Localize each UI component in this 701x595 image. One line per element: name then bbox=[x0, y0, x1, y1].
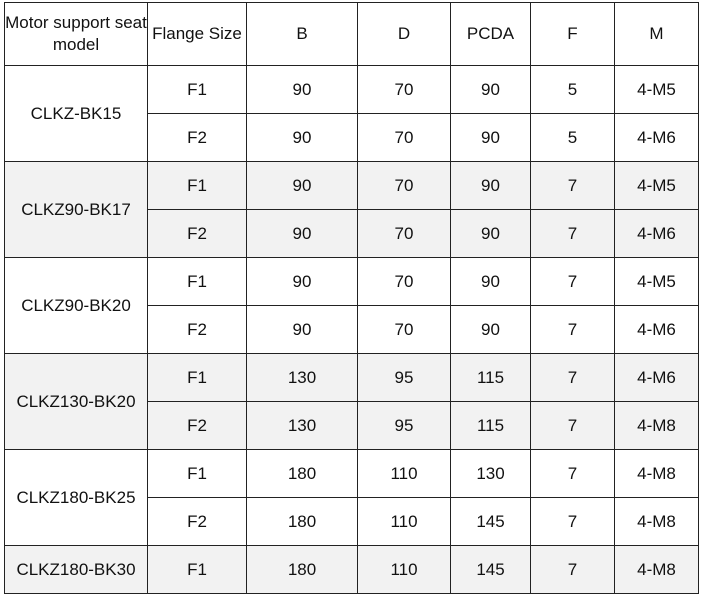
table-cell: 4-M6 bbox=[614, 353, 699, 402]
table-cell: 115 bbox=[450, 401, 531, 450]
table-row: CLKZ-BK15 F1 90 70 90 5 4-M5 bbox=[4, 65, 699, 162]
table-cell: 90 bbox=[450, 209, 531, 258]
table-body: CLKZ-BK15 F1 90 70 90 5 4-M5 F2 90 70 90 5 4-M6 CLKZ9… bbox=[4, 65, 699, 594]
table-cell: 90 bbox=[246, 65, 358, 114]
model-cell: CLKZ-BK15 bbox=[4, 65, 148, 162]
table-cell: 4-M8 bbox=[614, 401, 699, 450]
table-cell: 90 bbox=[246, 209, 358, 258]
table-cell: 4-M6 bbox=[614, 113, 699, 162]
header-cell: Motor support seat model bbox=[4, 2, 148, 66]
table-cell: 4-M5 bbox=[614, 65, 699, 114]
table-cell: 180 bbox=[246, 497, 358, 546]
table-cell: 7 bbox=[530, 497, 615, 546]
model-cell: CLKZ180-BK30 bbox=[4, 545, 148, 594]
model-cell: CLKZ180-BK25 bbox=[4, 449, 148, 546]
table-row: CLKZ180-BK25 F1 180 110 130 7 4-M8 bbox=[4, 449, 699, 546]
table-cell: 70 bbox=[357, 257, 451, 306]
table-cell: 7 bbox=[530, 353, 615, 402]
table-cell: 90 bbox=[450, 257, 531, 306]
table-cell: 180 bbox=[246, 449, 358, 498]
table-row: F2 90 70 90 5 4-M6 bbox=[5, 113, 699, 162]
table-cell: 7 bbox=[530, 449, 615, 498]
table-cell: 130 bbox=[450, 449, 531, 498]
table-cell: 110 bbox=[357, 497, 451, 546]
table-cell: 180 bbox=[246, 545, 358, 594]
table-row: CLKZ90-BK17 F1 90 70 90 7 4-M5 bbox=[4, 161, 699, 258]
table-cell: 70 bbox=[357, 113, 451, 162]
table-cell: 70 bbox=[357, 65, 451, 114]
table-cell: 70 bbox=[357, 305, 451, 354]
table-cell: F2 bbox=[147, 209, 247, 258]
table-cell: 90 bbox=[450, 305, 531, 354]
table-cell: 110 bbox=[357, 545, 451, 594]
table-row: CLKZ90-BK20 F1 90 70 90 7 4-M5 bbox=[4, 257, 699, 354]
table-cell: 110 bbox=[357, 449, 451, 498]
table-cell: 115 bbox=[450, 353, 531, 402]
table-cell: 90 bbox=[246, 257, 358, 306]
table-cell: 70 bbox=[357, 161, 451, 210]
table-cell: 4-M5 bbox=[614, 257, 699, 306]
table-cell: F2 bbox=[147, 497, 247, 546]
header-cell: PCDA bbox=[450, 2, 531, 66]
table-cell: F1 bbox=[147, 353, 247, 402]
table-cell: 4-M5 bbox=[614, 161, 699, 210]
table-row: F2 130 95 115 7 4-M8 bbox=[5, 401, 699, 450]
table-cell: F1 bbox=[147, 161, 247, 210]
table-cell: F1 bbox=[147, 257, 247, 306]
table-cell: 145 bbox=[450, 497, 531, 546]
table-cell: 4-M8 bbox=[614, 497, 699, 546]
table-row: F2 180 110 145 7 4-M8 bbox=[5, 497, 699, 546]
header-cell: M bbox=[614, 2, 699, 66]
table-cell: 4-M6 bbox=[614, 305, 699, 354]
table-cell: 145 bbox=[450, 545, 531, 594]
table-cell: 90 bbox=[450, 65, 531, 114]
table-cell: 90 bbox=[246, 161, 358, 210]
header-cell: D bbox=[357, 2, 451, 66]
table-cell: 90 bbox=[450, 113, 531, 162]
table-cell: 7 bbox=[530, 305, 615, 354]
table-cell: 4-M8 bbox=[614, 449, 699, 498]
spec-table: Motor support seat model Flange Size B D PCD… bbox=[4, 2, 699, 594]
table-cell: 7 bbox=[530, 545, 615, 594]
table-cell: 7 bbox=[530, 257, 615, 306]
table-cell: F2 bbox=[147, 305, 247, 354]
table-cell: 90 bbox=[246, 113, 358, 162]
header-cell: Flange Size bbox=[147, 2, 247, 66]
table-cell: 4-M8 bbox=[614, 545, 699, 594]
table-cell: 7 bbox=[530, 401, 615, 450]
model-cell: CLKZ90-BK20 bbox=[4, 257, 148, 354]
table-cell: 95 bbox=[357, 401, 451, 450]
table-row: CLKZ130-BK20 F1 130 95 115 7 4-M6 bbox=[4, 353, 699, 450]
model-cell: CLKZ90-BK17 bbox=[4, 161, 148, 258]
table-cell: 5 bbox=[530, 113, 615, 162]
header-cell: B bbox=[246, 2, 358, 66]
table-cell: 7 bbox=[530, 209, 615, 258]
table-cell: F1 bbox=[147, 65, 247, 114]
table-cell: 90 bbox=[450, 161, 531, 210]
table-cell: 7 bbox=[530, 161, 615, 210]
table-cell: F2 bbox=[147, 113, 247, 162]
table-row: CLKZ180-BK30 F1 180 110 145 7 4-M8 bbox=[4, 545, 699, 594]
table-cell: 4-M6 bbox=[614, 209, 699, 258]
table-cell: F1 bbox=[147, 449, 247, 498]
table-cell: F1 bbox=[147, 545, 247, 594]
table-cell: 130 bbox=[246, 353, 358, 402]
table-row: F2 90 70 90 7 4-M6 bbox=[5, 305, 699, 354]
model-cell: CLKZ130-BK20 bbox=[4, 353, 148, 450]
header-row: Motor support seat model Flange Size B D PCD… bbox=[4, 2, 699, 66]
table-cell: F2 bbox=[147, 401, 247, 450]
header-cell: F bbox=[530, 2, 615, 66]
table-cell: 5 bbox=[530, 65, 615, 114]
table-cell: 95 bbox=[357, 353, 451, 402]
table-cell: 90 bbox=[246, 305, 358, 354]
table-cell: 70 bbox=[357, 209, 451, 258]
table-cell: 130 bbox=[246, 401, 358, 450]
